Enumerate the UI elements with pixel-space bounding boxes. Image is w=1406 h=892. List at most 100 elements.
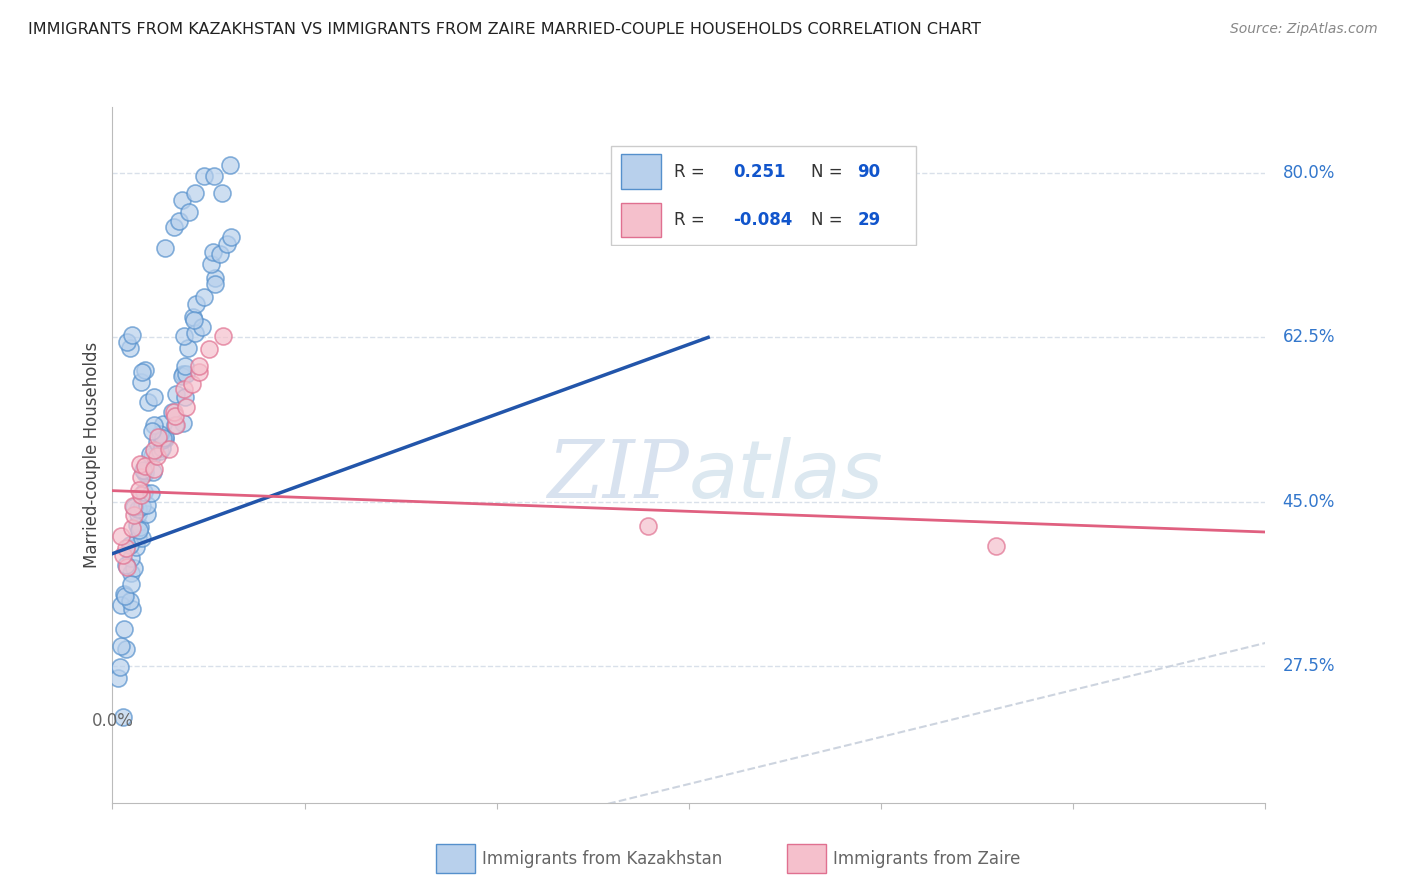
Point bbox=[115, 560, 138, 574]
Point bbox=[193, 169, 215, 183]
Text: 90: 90 bbox=[858, 162, 880, 180]
Point bbox=[111, 709, 134, 723]
Point bbox=[112, 587, 135, 601]
Point bbox=[141, 485, 163, 500]
Point bbox=[193, 290, 215, 304]
Point bbox=[128, 457, 150, 471]
Point bbox=[637, 518, 659, 533]
Text: Immigrants from Kazakhstan: Immigrants from Kazakhstan bbox=[481, 849, 721, 868]
Point bbox=[132, 463, 155, 477]
Point bbox=[139, 447, 162, 461]
Point bbox=[142, 390, 165, 404]
Point bbox=[128, 523, 150, 537]
Point bbox=[188, 359, 211, 374]
Point bbox=[129, 376, 152, 390]
Point bbox=[204, 270, 226, 285]
Point bbox=[107, 671, 129, 685]
Text: ZIP: ZIP bbox=[547, 437, 689, 515]
Point bbox=[215, 236, 238, 251]
Point bbox=[129, 520, 152, 534]
Point bbox=[114, 590, 136, 604]
Point bbox=[177, 341, 200, 355]
Point bbox=[110, 529, 132, 543]
Point bbox=[204, 277, 226, 292]
Point bbox=[146, 430, 169, 444]
Point bbox=[174, 390, 197, 404]
Point bbox=[169, 214, 191, 228]
Point bbox=[176, 367, 198, 381]
Bar bbox=[787, 844, 827, 873]
Point bbox=[112, 623, 135, 637]
Point bbox=[172, 367, 194, 381]
Point bbox=[129, 488, 152, 502]
Point bbox=[128, 483, 150, 497]
Point bbox=[198, 342, 221, 356]
Point bbox=[152, 417, 174, 432]
Point bbox=[211, 186, 233, 200]
Point bbox=[173, 328, 195, 343]
Point bbox=[110, 659, 132, 673]
Point bbox=[129, 470, 152, 484]
Point bbox=[143, 417, 166, 432]
Point bbox=[120, 566, 142, 580]
Point bbox=[110, 598, 132, 612]
Point bbox=[121, 328, 143, 343]
Point bbox=[165, 409, 187, 423]
Point bbox=[134, 464, 156, 478]
Point bbox=[121, 602, 143, 616]
Point bbox=[120, 577, 142, 591]
Point bbox=[183, 313, 205, 327]
Text: 80.0%: 80.0% bbox=[1282, 164, 1336, 182]
Point bbox=[165, 387, 187, 401]
Point bbox=[146, 435, 169, 450]
Point bbox=[190, 319, 212, 334]
Point bbox=[153, 430, 176, 444]
Point bbox=[141, 424, 163, 438]
Point bbox=[157, 442, 180, 456]
Text: R =: R = bbox=[673, 162, 704, 180]
Point bbox=[122, 561, 145, 575]
Point bbox=[111, 548, 134, 562]
Bar bbox=[436, 844, 475, 873]
Point bbox=[115, 558, 138, 572]
Point bbox=[122, 499, 145, 513]
Point bbox=[125, 540, 148, 554]
Point bbox=[200, 257, 222, 271]
Point bbox=[121, 521, 143, 535]
Point bbox=[208, 246, 231, 260]
Text: IMMIGRANTS FROM KAZAKHSTAN VS IMMIGRANTS FROM ZAIRE MARRIED-COUPLE HOUSEHOLDS CO: IMMIGRANTS FROM KAZAKHSTAN VS IMMIGRANTS… bbox=[28, 22, 981, 37]
Point bbox=[149, 427, 172, 442]
Text: 45.0%: 45.0% bbox=[1282, 493, 1336, 511]
Point bbox=[184, 186, 207, 201]
Text: 62.5%: 62.5% bbox=[1282, 328, 1336, 346]
Point bbox=[172, 416, 194, 430]
Point bbox=[110, 639, 132, 653]
Point bbox=[184, 326, 207, 340]
Point bbox=[219, 158, 242, 172]
Point bbox=[127, 507, 149, 521]
Point bbox=[141, 449, 163, 463]
Point bbox=[134, 459, 156, 474]
Y-axis label: Married-couple Households: Married-couple Households bbox=[83, 342, 101, 568]
Point bbox=[170, 193, 193, 207]
Point bbox=[219, 230, 242, 244]
Point bbox=[138, 394, 160, 409]
Text: atlas: atlas bbox=[689, 437, 884, 515]
Point bbox=[120, 550, 142, 565]
Point bbox=[150, 441, 173, 455]
Point bbox=[127, 531, 149, 545]
Point bbox=[131, 531, 153, 545]
FancyBboxPatch shape bbox=[612, 146, 917, 245]
Point bbox=[115, 541, 138, 555]
Point bbox=[124, 500, 146, 514]
Text: Source: ZipAtlas.com: Source: ZipAtlas.com bbox=[1230, 22, 1378, 37]
Point bbox=[124, 508, 146, 523]
Point bbox=[118, 538, 141, 552]
Text: N =: N = bbox=[811, 162, 842, 180]
Point bbox=[174, 401, 197, 415]
Point bbox=[188, 365, 211, 379]
Text: 0.0%: 0.0% bbox=[91, 713, 134, 731]
Point bbox=[131, 500, 153, 514]
Point bbox=[181, 310, 204, 324]
Point bbox=[149, 443, 172, 458]
